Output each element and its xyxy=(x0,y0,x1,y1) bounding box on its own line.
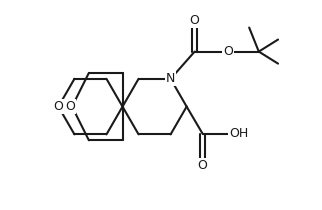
Text: O: O xyxy=(53,100,63,113)
Text: O: O xyxy=(190,14,200,27)
Text: O: O xyxy=(198,159,208,172)
Text: O: O xyxy=(65,100,75,113)
Text: O: O xyxy=(223,45,233,58)
Text: N: N xyxy=(166,72,175,85)
Text: OH: OH xyxy=(229,127,249,140)
